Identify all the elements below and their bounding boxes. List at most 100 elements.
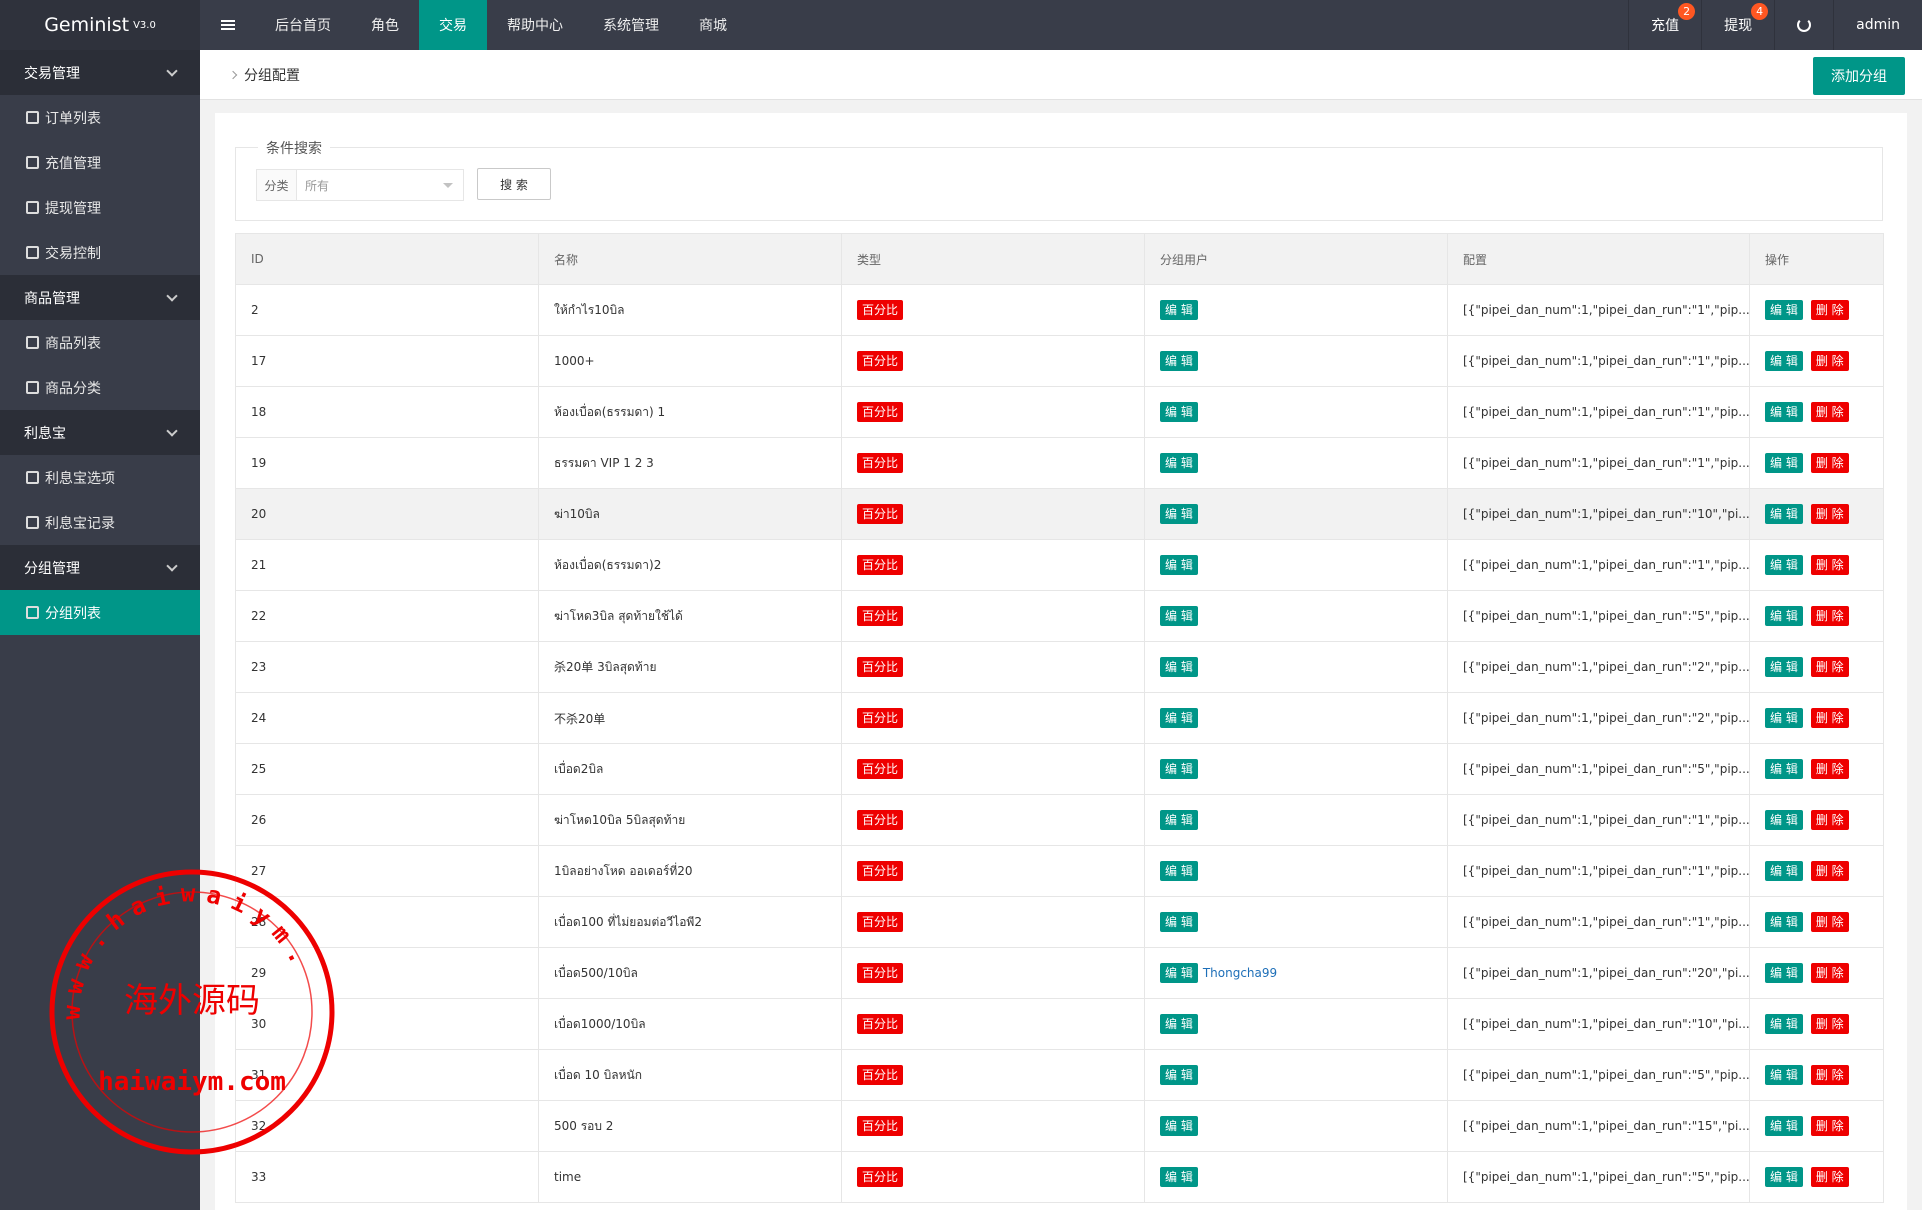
edit-users-button[interactable]: 编 辑 bbox=[1160, 1014, 1198, 1034]
menu-group[interactable]: 利息宝 bbox=[0, 410, 200, 455]
cell-actions: 编 辑删 除 bbox=[1750, 846, 1884, 897]
edit-users-button[interactable]: 编 辑 bbox=[1160, 555, 1198, 575]
cell-config: [{"pipei_dan_num":1,"pipei_dan_run":"1",… bbox=[1448, 336, 1750, 387]
delete-button[interactable]: 删 除 bbox=[1811, 351, 1849, 371]
edit-button[interactable]: 编 辑 bbox=[1765, 1167, 1803, 1187]
edit-button[interactable]: 编 辑 bbox=[1765, 810, 1803, 830]
cell-name: 500 รอบ 2 bbox=[539, 1101, 842, 1152]
add-button[interactable]: 添加分组 bbox=[1813, 57, 1905, 95]
refresh[interactable] bbox=[1774, 0, 1833, 50]
menu-item[interactable]: 提现管理 bbox=[0, 185, 200, 230]
delete-button[interactable]: 删 除 bbox=[1811, 861, 1849, 881]
nav-item[interactable]: 交易 bbox=[419, 0, 487, 50]
edit-users-button[interactable]: 编 辑 bbox=[1160, 759, 1198, 779]
edit-users-button[interactable]: 编 辑 bbox=[1160, 1116, 1198, 1136]
edit-button[interactable]: 编 辑 bbox=[1765, 861, 1803, 881]
edit-button[interactable]: 编 辑 bbox=[1765, 1014, 1803, 1034]
delete-button[interactable]: 删 除 bbox=[1811, 963, 1849, 983]
delete-button[interactable]: 删 除 bbox=[1811, 606, 1849, 626]
edit-users-button[interactable]: 编 辑 bbox=[1160, 453, 1198, 473]
menu-group-title: 分组管理 bbox=[24, 558, 80, 578]
delete-button[interactable]: 删 除 bbox=[1811, 1167, 1849, 1187]
cell-type: 百分比 bbox=[842, 336, 1145, 387]
edit-button[interactable]: 编 辑 bbox=[1765, 402, 1803, 422]
delete-button[interactable]: 删 除 bbox=[1811, 759, 1849, 779]
delete-button[interactable]: 删 除 bbox=[1811, 657, 1849, 677]
delete-button[interactable]: 删 除 bbox=[1811, 912, 1849, 932]
menu-item[interactable]: 商品列表 bbox=[0, 320, 200, 365]
cell-users: 编 辑 bbox=[1145, 540, 1448, 591]
edit-button[interactable]: 编 辑 bbox=[1765, 912, 1803, 932]
category-select[interactable]: 分类所有 bbox=[256, 169, 464, 201]
menu-item[interactable]: 订单列表 bbox=[0, 95, 200, 140]
user-name: admin bbox=[1856, 17, 1900, 33]
edit-users-button[interactable]: 编 辑 bbox=[1160, 810, 1198, 830]
menu-item[interactable]: 充值管理 bbox=[0, 140, 200, 185]
table-row: 22ฆ่าโหด3บิล สุดท้ายใช้ได้百分比编 辑[{"pipei… bbox=[236, 591, 1884, 642]
delete-button[interactable]: 删 除 bbox=[1811, 504, 1849, 524]
nav-item[interactable]: 帮助中心 bbox=[487, 0, 583, 50]
edit-users-button[interactable]: 编 辑 bbox=[1160, 606, 1198, 626]
sidebar: 交易管理订单列表充值管理提现管理交易控制商品管理商品列表商品分类利息宝利息宝选项… bbox=[0, 50, 200, 1210]
cell-id: 29 bbox=[236, 948, 539, 999]
edit-button[interactable]: 编 辑 bbox=[1765, 504, 1803, 524]
nav-item[interactable]: 角色 bbox=[351, 0, 419, 50]
delete-button[interactable]: 删 除 bbox=[1811, 300, 1849, 320]
edit-users-button[interactable]: 编 辑 bbox=[1160, 402, 1198, 422]
recharge[interactable]: 充值2 bbox=[1628, 0, 1701, 50]
nav-item[interactable]: 后台首页 bbox=[255, 0, 351, 50]
edit-button[interactable]: 编 辑 bbox=[1765, 657, 1803, 677]
edit-users-button[interactable]: 编 辑 bbox=[1160, 657, 1198, 677]
type-tag: 百分比 bbox=[857, 555, 903, 575]
edit-button[interactable]: 编 辑 bbox=[1765, 708, 1803, 728]
delete-button[interactable]: 删 除 bbox=[1811, 453, 1849, 473]
cell-users: 编 辑 bbox=[1145, 846, 1448, 897]
edit-users-button[interactable]: 编 辑 bbox=[1160, 504, 1198, 524]
edit-button[interactable]: 编 辑 bbox=[1765, 606, 1803, 626]
menu-item[interactable]: 利息宝记录 bbox=[0, 500, 200, 545]
edit-users-button[interactable]: 编 辑 bbox=[1160, 1065, 1198, 1085]
edit-button[interactable]: 编 辑 bbox=[1765, 1065, 1803, 1085]
menu-item[interactable]: 利息宝选项 bbox=[0, 455, 200, 500]
delete-button[interactable]: 删 除 bbox=[1811, 1014, 1849, 1034]
nav-item[interactable]: 系统管理 bbox=[583, 0, 679, 50]
edit-button[interactable]: 编 辑 bbox=[1765, 1116, 1803, 1136]
edit-users-button[interactable]: 编 辑 bbox=[1160, 963, 1198, 983]
delete-button[interactable]: 删 除 bbox=[1811, 1116, 1849, 1136]
edit-users-button[interactable]: 编 辑 bbox=[1160, 1167, 1198, 1187]
delete-button[interactable]: 删 除 bbox=[1811, 402, 1849, 422]
type-tag: 百分比 bbox=[857, 1167, 903, 1187]
cell-name: 杀20单 3บิลสุดท้าย bbox=[539, 642, 842, 693]
edit-button[interactable]: 编 辑 bbox=[1765, 555, 1803, 575]
cell-config: [{"pipei_dan_num":1,"pipei_dan_run":"10"… bbox=[1448, 489, 1750, 540]
nav-item[interactable]: 商城 bbox=[679, 0, 747, 50]
cell-name: เบื่อด 10 บิลหนัก bbox=[539, 1050, 842, 1101]
edit-button[interactable]: 编 辑 bbox=[1765, 963, 1803, 983]
edit-button[interactable]: 编 辑 bbox=[1765, 351, 1803, 371]
delete-button[interactable]: 删 除 bbox=[1811, 708, 1849, 728]
cell-config: [{"pipei_dan_num":1,"pipei_dan_run":"1",… bbox=[1448, 540, 1750, 591]
menu-item[interactable]: 商品分类 bbox=[0, 365, 200, 410]
delete-button[interactable]: 删 除 bbox=[1811, 555, 1849, 575]
user-menu[interactable]: admin bbox=[1833, 0, 1922, 50]
edit-users-button[interactable]: 编 辑 bbox=[1160, 912, 1198, 932]
edit-button[interactable]: 编 辑 bbox=[1765, 759, 1803, 779]
menu-toggle[interactable] bbox=[200, 0, 255, 50]
delete-button[interactable]: 删 除 bbox=[1811, 810, 1849, 830]
edit-users-button[interactable]: 编 辑 bbox=[1160, 351, 1198, 371]
search-legend: 条件搜索 bbox=[258, 138, 330, 158]
edit-users-button[interactable]: 编 辑 bbox=[1160, 708, 1198, 728]
withdraw[interactable]: 提现4 bbox=[1701, 0, 1774, 50]
cell-type: 百分比 bbox=[842, 489, 1145, 540]
search-button[interactable]: 搜 索 bbox=[477, 168, 551, 200]
edit-button[interactable]: 编 辑 bbox=[1765, 300, 1803, 320]
delete-button[interactable]: 删 除 bbox=[1811, 1065, 1849, 1085]
edit-button[interactable]: 编 辑 bbox=[1765, 453, 1803, 473]
menu-group[interactable]: 商品管理 bbox=[0, 275, 200, 320]
menu-group[interactable]: 分组管理 bbox=[0, 545, 200, 590]
edit-users-button[interactable]: 编 辑 bbox=[1160, 300, 1198, 320]
menu-group[interactable]: 交易管理 bbox=[0, 50, 200, 95]
menu-item[interactable]: 分组列表 bbox=[0, 590, 200, 635]
edit-users-button[interactable]: 编 辑 bbox=[1160, 861, 1198, 881]
menu-item[interactable]: 交易控制 bbox=[0, 230, 200, 275]
